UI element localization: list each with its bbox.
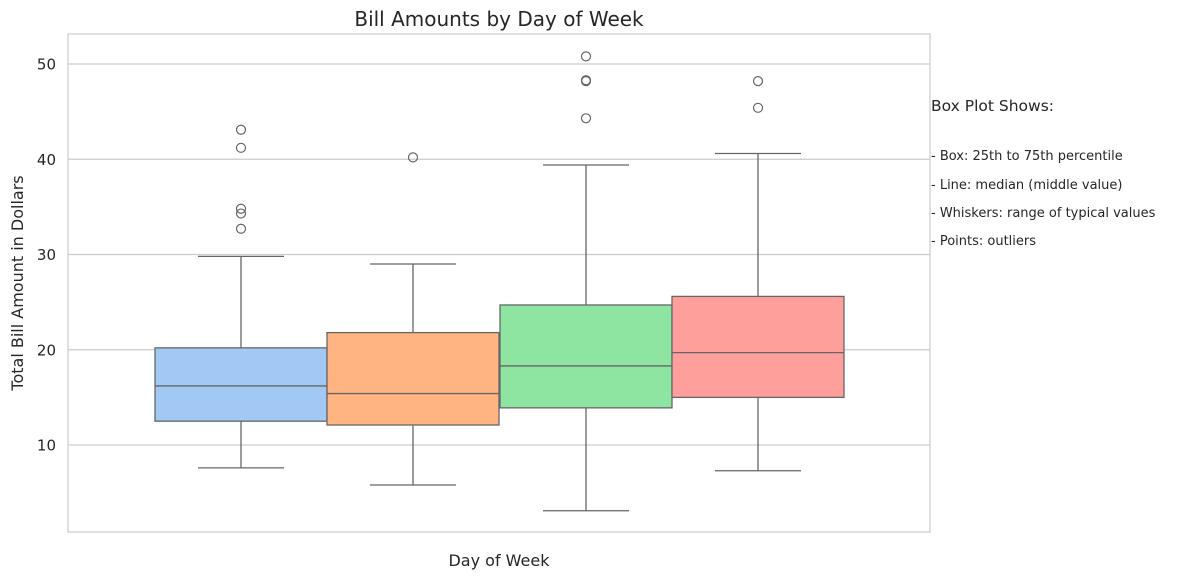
box-group [326, 152, 500, 486]
y-axis-label: Total Bill Amount in Dollars [8, 175, 27, 391]
outlier-point [580, 51, 592, 62]
y-tick-label: 10 [37, 437, 56, 455]
box-iqr [326, 331, 500, 426]
y-tick-label: 50 [37, 56, 56, 74]
box-group [154, 124, 328, 469]
outlier-point [752, 102, 764, 113]
box-iqr [499, 304, 673, 409]
legend-note-title: Box Plot Shows: [931, 97, 1054, 115]
chart-title: Bill Amounts by Day of Week [354, 7, 644, 31]
y-tick-label: 30 [37, 246, 56, 264]
y-axis-ticks: 10 20 30 40 50 [37, 56, 56, 455]
y-tick-label: 40 [37, 151, 56, 169]
legend-note-line: - Whiskers: range of typical values [931, 206, 1156, 221]
legend-note-line: - Points: outliers [931, 234, 1036, 249]
outlier-point [235, 203, 247, 214]
box-group [499, 51, 673, 512]
box-group [671, 76, 845, 472]
outlier-point [580, 75, 592, 86]
legend-note: Box Plot Shows: - Box: 25th to 75th perc… [931, 97, 1156, 249]
outlier-point [235, 208, 247, 219]
outlier-point [407, 152, 419, 163]
outlier-point [235, 142, 247, 153]
legend-note-line: - Line: median (middle value) [931, 178, 1122, 193]
plot-frame [67, 33, 931, 533]
outlier-point [235, 223, 247, 234]
boxes-layer [154, 51, 845, 512]
y-tick-label: 20 [37, 341, 56, 359]
outlier-point [235, 124, 247, 135]
legend-note-line: - Box: 25th to 75th percentile [931, 149, 1123, 164]
x-axis-label: Day of Week [448, 551, 550, 570]
box-iqr [154, 347, 328, 422]
box-iqr [671, 295, 845, 399]
outlier-point [580, 113, 592, 124]
outlier-point [752, 76, 764, 87]
